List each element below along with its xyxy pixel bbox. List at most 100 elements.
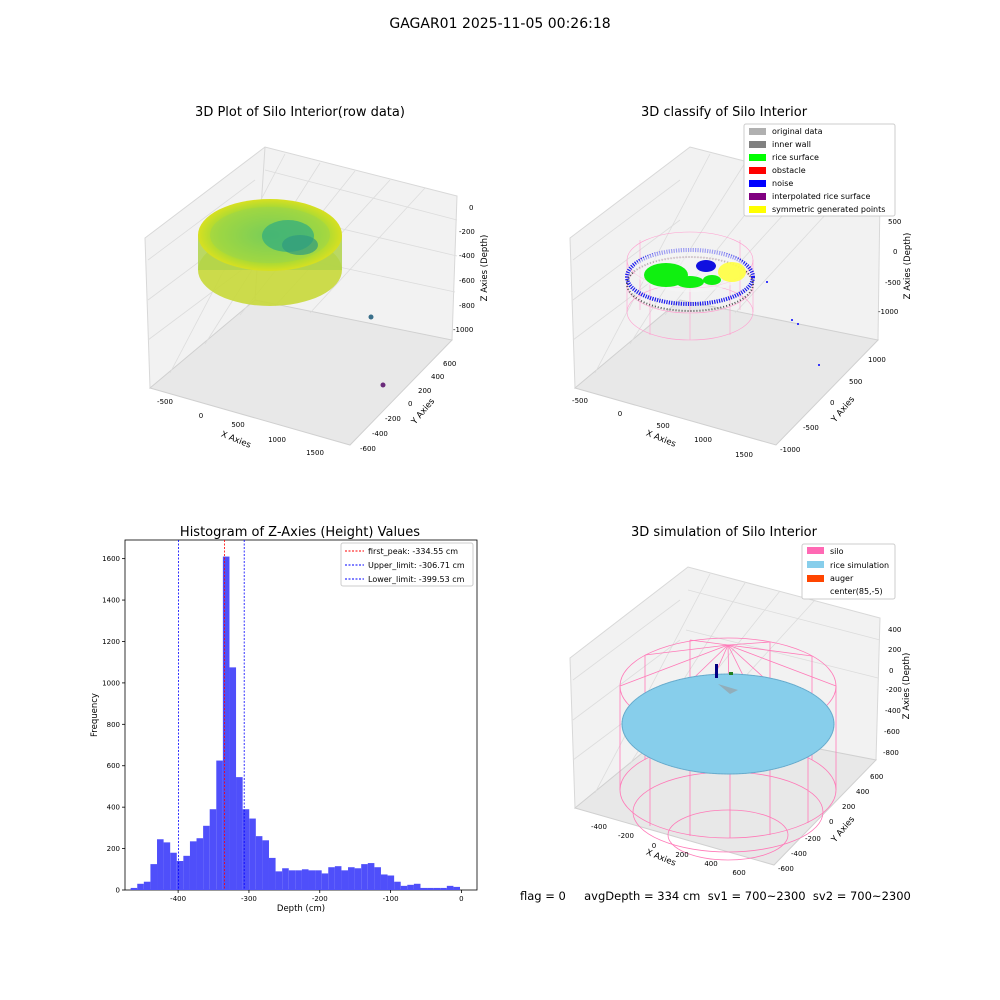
panel-histogram: Histogram of Z-Axies (Height) Values -40…: [90, 525, 478, 914]
histogram-bar: [315, 870, 322, 890]
raw-3d-z-tick: -200: [459, 228, 475, 236]
legend-label-rice-surface: rice surface: [772, 153, 819, 162]
raw-3d-z-tick: -600: [459, 277, 475, 285]
histogram-bar: [249, 818, 256, 890]
raw-3d-y-tick: 400: [431, 373, 444, 381]
simulation-3d-y-ticks: -600 -400 -200 0 200 400 600: [778, 773, 883, 873]
classify-3d-noise-point: [791, 319, 793, 321]
histogram-bar: [275, 871, 283, 890]
classify-3d-z-tick: -1000: [878, 308, 898, 316]
raw-3d-z-tick: -400: [459, 252, 475, 260]
legend-label-rice-simulation: rice simulation: [830, 561, 889, 570]
histogram-y-tick-label: 200: [107, 845, 120, 853]
histogram-bar: [420, 887, 428, 890]
classify-3d-x-tick: -500: [572, 397, 588, 405]
panel-raw-3d: 3D Plot of Silo Interior(row data): [144, 105, 490, 457]
histogram-bar: [321, 873, 329, 890]
raw-3d-x-tick: 1000: [268, 436, 286, 444]
histogram-title: Histogram of Z-Axies (Height) Values: [180, 525, 420, 540]
histogram-bar: [130, 887, 138, 890]
histogram-reference-lines: [178, 540, 245, 890]
histogram-bar: [268, 857, 276, 890]
classify-3d-x-label: X Axies: [644, 429, 677, 450]
histogram-bar: [236, 777, 243, 890]
legend-swatch-rice-surface: [749, 154, 766, 161]
histogram-bar: [163, 842, 171, 890]
histogram-x-ticks: -400 -300 -200 -100 0: [170, 890, 464, 903]
classify-3d-x-ticks: -500 0 500 1000 1500: [572, 397, 753, 459]
histogram-bar: [143, 881, 151, 890]
legend-label-original-data: original data: [772, 127, 823, 136]
raw-3d-x-ticks: -500 0 500 1000 1500: [157, 398, 324, 457]
histogram-bar: [170, 852, 177, 890]
simulation-3d-x-tick: 200: [675, 851, 688, 859]
histogram-bar: [183, 855, 190, 890]
simulation-3d-x-tick: 0: [652, 842, 656, 850]
legend-label-silo: silo: [830, 547, 844, 556]
legend-swatch-noise: [749, 180, 766, 187]
legend-label-interpolated: interpolated rice surface: [772, 192, 870, 201]
histogram-bar: [374, 867, 381, 890]
histogram-bar: [137, 883, 144, 890]
histogram-bar: [394, 881, 401, 890]
classify-3d-noise-point: [818, 364, 820, 366]
legend-swatch-symmetric: [749, 206, 766, 213]
classify-3d-z-ticks: -1000 -500 0 500: [878, 218, 901, 316]
histogram-bar: [407, 884, 414, 890]
histogram-bar: [295, 870, 302, 890]
histogram-y-ticks: 0 200 400 600 800 1000 1200 1400 1600: [102, 555, 125, 895]
histogram-bar: [216, 760, 223, 890]
histogram-bar: [413, 883, 421, 890]
classify-3d-z-label: Z Axies (Depth): [903, 233, 913, 300]
histogram-bar: [400, 885, 408, 890]
raw-3d-y-tick: 600: [443, 360, 456, 368]
histogram-bar: [427, 887, 434, 890]
legend-swatch-obstacle: [749, 167, 766, 174]
raw-3d-outlier: [368, 314, 374, 320]
raw-3d-floor: [148, 299, 453, 446]
classify-3d-z-tick: 500: [888, 218, 901, 226]
histogram-bar: [440, 887, 447, 890]
simulation-3d-z-tick: -400: [885, 707, 901, 715]
histogram-bar: [282, 868, 289, 890]
histogram-legend: first_peak: -334.55 cm Upper_limit: -306…: [340, 542, 474, 587]
raw-3d-x-tick: 500: [231, 421, 244, 429]
raw-3d-y-ticks: -600 -400 -200 0 200 400 600: [360, 360, 456, 453]
legend-label-noise: noise: [772, 179, 793, 188]
histogram-y-tick-label: 1000: [102, 679, 120, 687]
histogram-bar: [255, 836, 263, 890]
histogram-x-tick-label: -100: [383, 895, 399, 903]
legend-label-obstacle: obstacle: [772, 166, 806, 175]
classify-3d-title: 3D classify of Silo Interior: [641, 105, 808, 120]
histogram-bar: [334, 866, 342, 890]
raw-3d-x-tick: -500: [157, 398, 173, 406]
classify-3d-y-tick: 0: [830, 399, 834, 407]
histogram-bars: [130, 556, 461, 890]
simulation-3d-y-tick: 400: [856, 788, 869, 796]
panel-classify-3d: 3D classify of Silo Interior: [569, 105, 913, 459]
simulation-3d-z-ticks: -800 -600 -400 -200 0 200 400: [883, 626, 902, 757]
legend-swatch-original-data: [749, 128, 766, 135]
histogram-bar: [341, 870, 349, 890]
legend-label-lower-limit: Lower_limit: -399.53 cm: [368, 575, 465, 584]
simulation-3d-y-tick: -600: [778, 865, 794, 873]
raw-3d-z-tick: 0: [469, 204, 473, 212]
panel-simulation-3d: 3D simulation of Silo Interior: [569, 525, 912, 877]
simulation-3d-auger: [715, 664, 718, 678]
simulation-3d-z-tick: -800: [883, 749, 899, 757]
histogram-x-tick-label: -300: [241, 895, 257, 903]
histogram-x-tick-label: 0: [459, 895, 463, 903]
simulation-3d-y-tick: -400: [791, 850, 807, 858]
legend-swatch-inner-wall: [749, 141, 766, 148]
histogram-bar: [354, 868, 362, 890]
histogram-bar: [189, 841, 197, 890]
raw-3d-y-tick: -400: [372, 430, 388, 438]
raw-3d-z-label: Z Axies (Depth): [480, 235, 490, 302]
histogram-bar: [209, 809, 217, 890]
histogram-bar: [157, 839, 164, 890]
simulation-3d-auger-shadow: [718, 684, 738, 694]
raw-3d-x-tick: 0: [199, 412, 203, 420]
histogram-bar: [433, 887, 441, 890]
histogram-bar: [150, 864, 158, 890]
classify-3d-z-tick: 0: [893, 248, 897, 256]
